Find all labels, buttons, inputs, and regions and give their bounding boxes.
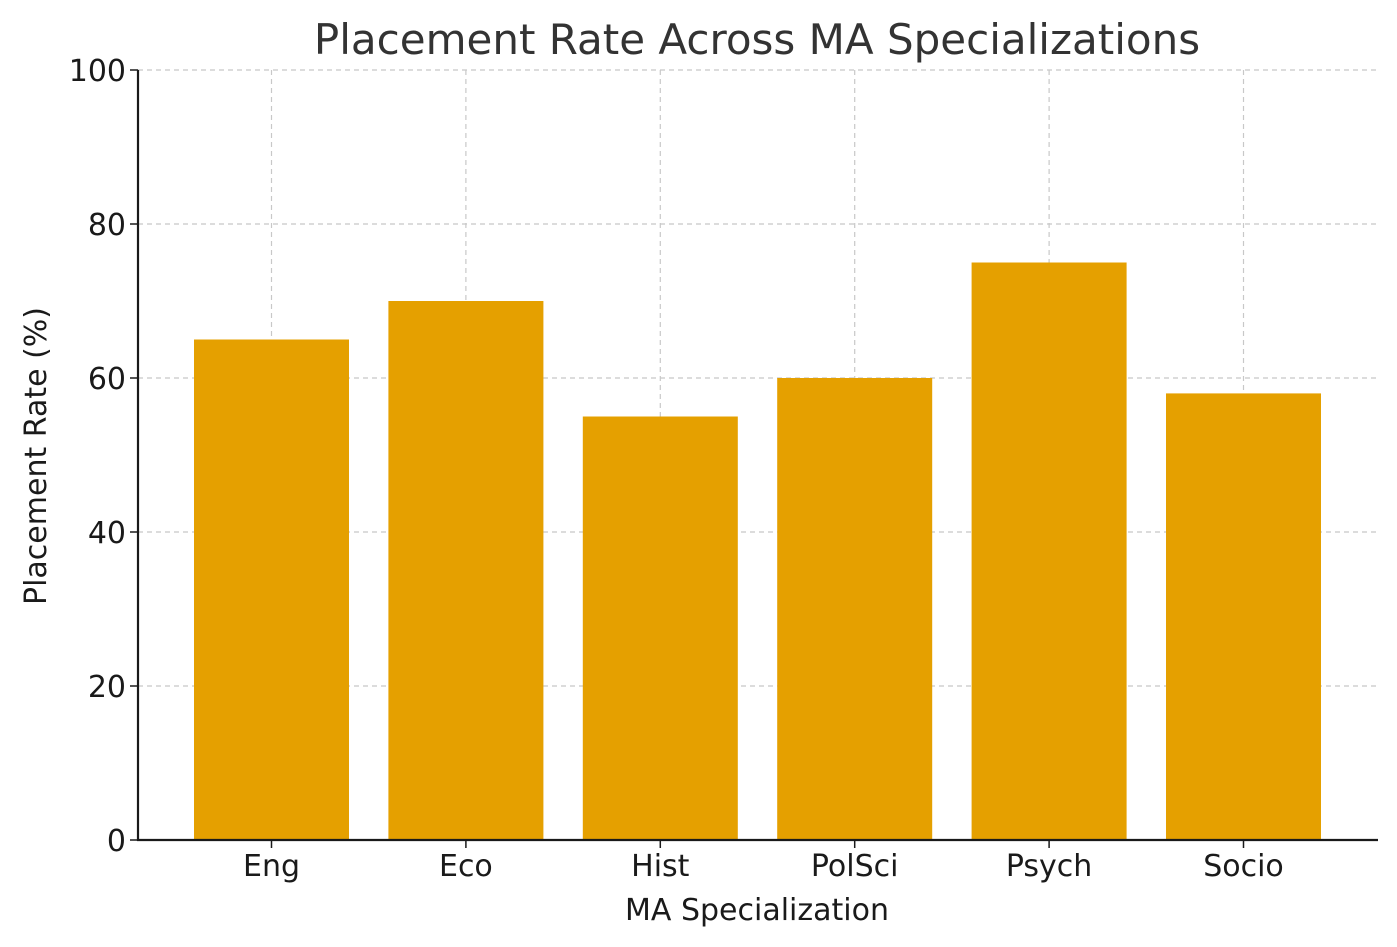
bar-eng [194, 339, 349, 840]
y-tick-label: 0 [107, 824, 126, 859]
x-tick-label: Hist [631, 849, 690, 884]
x-axis-label: MA Specialization [625, 893, 889, 928]
y-axis-label: Placement Rate (%) [19, 307, 54, 605]
x-tick-label: Socio [1203, 849, 1284, 884]
bar-polsci [777, 378, 933, 840]
x-tick-label: PolSci [811, 849, 899, 884]
bar-socio [1166, 393, 1321, 840]
chart-title: Placement Rate Across MA Specializations [314, 15, 1200, 64]
y-tick-label: 100 [69, 54, 126, 89]
y-tick-label: 60 [88, 362, 126, 397]
bar-psych [971, 262, 1127, 840]
x-tick-label: Eng [243, 849, 300, 884]
x-tick-label: Eco [439, 849, 493, 884]
y-tick-label: 20 [88, 670, 126, 705]
bar-eco [388, 301, 544, 840]
y-tick-label: 40 [88, 516, 126, 551]
y-tick-label: 80 [88, 208, 126, 243]
x-tick-label: Psych [1006, 849, 1092, 884]
bars [194, 262, 1321, 840]
axes: 0 20 40 60 80 100 Eng Eco Hist PolSci Psych Socio [69, 54, 1378, 884]
bar-hist [582, 416, 738, 840]
